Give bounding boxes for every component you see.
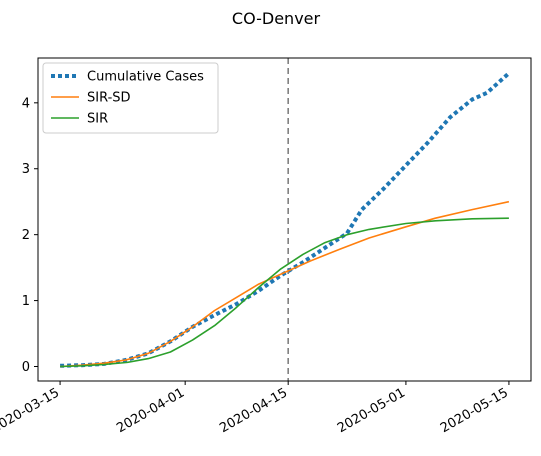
x-axis: 2020-03-15 2020-04-01 2020-04-15 2020-05-01… [0, 381, 511, 436]
plot-frame [37, 57, 532, 382]
y-tick-label: 4 [22, 96, 30, 111]
series-line-2 [60, 217, 509, 368]
x-tick-label: 2020-05-01 [335, 385, 408, 436]
legend-label-0: Cumulative Cases [87, 70, 204, 85]
series-line-1 [60, 200, 510, 368]
series-group [60, 71, 511, 368]
chart-title: CO-Denver [232, 9, 321, 28]
legend-label-2: SIR [87, 112, 108, 127]
legend-box [42, 62, 219, 134]
y-tick-label: 0 [22, 360, 30, 375]
x-tick-label: 2020-04-01 [114, 385, 187, 436]
x-tick-label: 2020-05-15 [438, 385, 511, 436]
y-tick-label: 2 [22, 228, 30, 243]
legend-label-1: SIR-SD [87, 91, 131, 106]
legend: Cumulative Cases SIR-SD SIR [42, 62, 219, 134]
y-tick-label: 1 [22, 294, 30, 309]
x-tick-label: 2020-04-15 [217, 385, 290, 436]
x-tick-label: 2020-03-15 [0, 385, 62, 436]
y-axis: 0 1 2 3 4 [22, 96, 38, 375]
y-tick-label: 3 [22, 162, 30, 177]
